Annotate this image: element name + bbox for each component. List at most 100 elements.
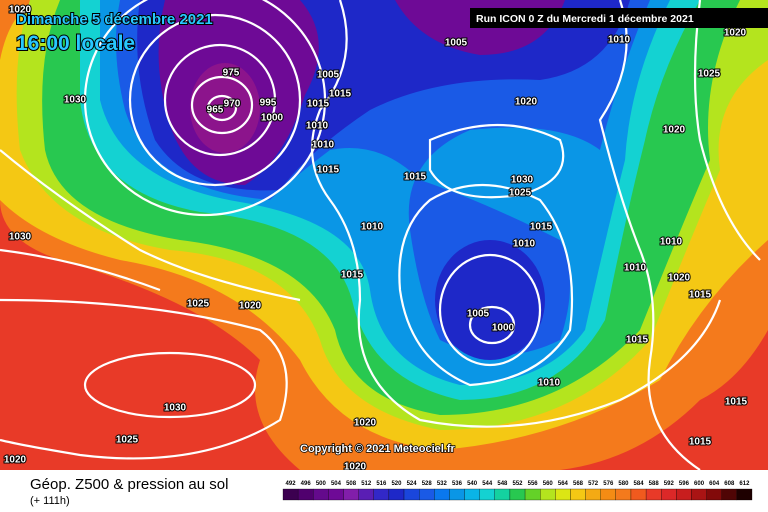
legend-value: 540 (467, 481, 478, 487)
isobar-label: 1020 (239, 301, 262, 312)
isobar-label: 1020 (668, 273, 691, 284)
isobar-label: 1015 (530, 222, 553, 233)
isobar-label: 1010 (660, 237, 683, 248)
isobar-label: 1030 (511, 175, 534, 186)
isobar-label: 1025 (116, 435, 139, 446)
legend-value: 612 (739, 481, 750, 487)
isobar-label: 1000 (261, 113, 284, 124)
local-time: 16:00 locale (16, 32, 135, 55)
legend-swatch (615, 488, 632, 501)
legend-swatch (464, 488, 480, 501)
legend-swatch (540, 488, 556, 501)
legend-value: 580 (618, 481, 629, 487)
run-info: Run ICON 0 Z du Mercredi 1 décembre 2021 (476, 13, 694, 25)
legend-value: 600 (694, 481, 705, 487)
legend-value: 496 (301, 481, 312, 487)
isobar-label: 1010 (624, 263, 647, 274)
isobar-label: 1020 (4, 455, 27, 466)
legend-value: 556 (528, 481, 539, 487)
isobar-label: 1010 (513, 239, 536, 250)
legend-swatch (706, 488, 722, 501)
isobar-label: 1030 (64, 95, 87, 106)
legend-value: 560 (543, 481, 554, 487)
isobar-label: 1010 (361, 222, 384, 233)
legend-value: 596 (679, 481, 690, 487)
legend-swatch (524, 488, 541, 501)
legend-swatch (555, 488, 571, 501)
legend-swatch (403, 488, 420, 501)
isobar-label: 995 (260, 98, 277, 109)
legend-swatch (343, 488, 359, 501)
isobar-label: 1005 (445, 38, 468, 49)
isobar-label: 1020 (9, 5, 32, 16)
isobar-label: 970 (224, 99, 241, 110)
lead-time: (+ 111h) (30, 495, 70, 507)
isobar-label: 1020 (724, 28, 747, 39)
isobar-label: 1010 (306, 121, 329, 132)
legend-swatch (630, 488, 647, 501)
legend-swatch (313, 488, 329, 501)
legend: 492 496 500 504 508 512 516 520 524 528 532 536 540 5… (282, 481, 753, 501)
legend-swatch (494, 488, 511, 501)
isobar-label: 975 (223, 68, 240, 79)
isobar-label: 965 (207, 105, 224, 116)
legend-swatch (282, 488, 299, 501)
legend-value: 588 (649, 481, 660, 487)
legend-swatch (373, 488, 390, 501)
legend-swatch (358, 488, 374, 501)
run-box (470, 8, 768, 28)
legend-value: 576 (603, 481, 614, 487)
legend-swatch (419, 488, 435, 501)
date: Dimanche 5 décembre 2021 (16, 11, 213, 28)
legend-swatch (585, 488, 601, 501)
isobar-label: 1015 (307, 99, 330, 110)
isobar-label: 1010 (608, 35, 631, 46)
isobar-label: 1015 (329, 89, 352, 100)
legend-swatch (388, 488, 405, 501)
isobar-label: 1010 (538, 378, 561, 389)
legend-value: 512 (361, 481, 372, 487)
legend-swatch (509, 488, 526, 501)
legend-swatch (691, 488, 707, 501)
legend-value: 564 (558, 481, 569, 487)
isobar-label: 1030 (164, 403, 187, 414)
isobar-labels: 1020103097597096599510001005101510151010… (3, 4, 749, 474)
isobar-label: 1025 (509, 188, 532, 199)
legend-swatch (645, 488, 662, 501)
isobar-label: 1005 (317, 70, 340, 81)
legend-value: 592 (664, 481, 675, 487)
legend-value: 584 (634, 481, 645, 487)
legend-swatch (661, 488, 677, 501)
isobars (0, 0, 761, 460)
isobar-label: 1025 (698, 69, 721, 80)
legend-swatch (479, 488, 495, 501)
legend-value: 500 (316, 481, 327, 487)
legend-value: 544 (482, 481, 493, 487)
legend-value: 508 (346, 481, 357, 487)
legend-swatch (676, 488, 692, 501)
isobar-label: 1000 (492, 323, 515, 334)
legend-swatch (721, 488, 738, 501)
isobar-label: 1020 (663, 125, 686, 136)
legend-value: 536 (452, 481, 463, 487)
isobar-label: 1015 (341, 270, 364, 281)
legend-value: 524 (407, 481, 418, 487)
isobar-label: 1015 (404, 172, 427, 183)
legend-swatch (449, 488, 465, 501)
copyright: Copyright © 2021 Meteociel.fr (300, 443, 456, 455)
isobar-label: 1010 (312, 140, 335, 151)
legend-value: 608 (724, 481, 735, 487)
legend-value: 552 (512, 481, 523, 487)
isobar-label: 1015 (689, 290, 712, 301)
legend-value: 492 (286, 481, 297, 487)
legend-value: 520 (391, 481, 402, 487)
legend-value: 516 (376, 481, 387, 487)
isobar-label: 1020 (515, 97, 538, 108)
legend-swatch (570, 488, 586, 501)
legend-value: 572 (588, 481, 599, 487)
isobar-label: 1020 (354, 418, 377, 429)
isobar-label: 1015 (725, 397, 748, 408)
legend-swatch (736, 488, 753, 501)
legend-swatch (328, 488, 344, 501)
